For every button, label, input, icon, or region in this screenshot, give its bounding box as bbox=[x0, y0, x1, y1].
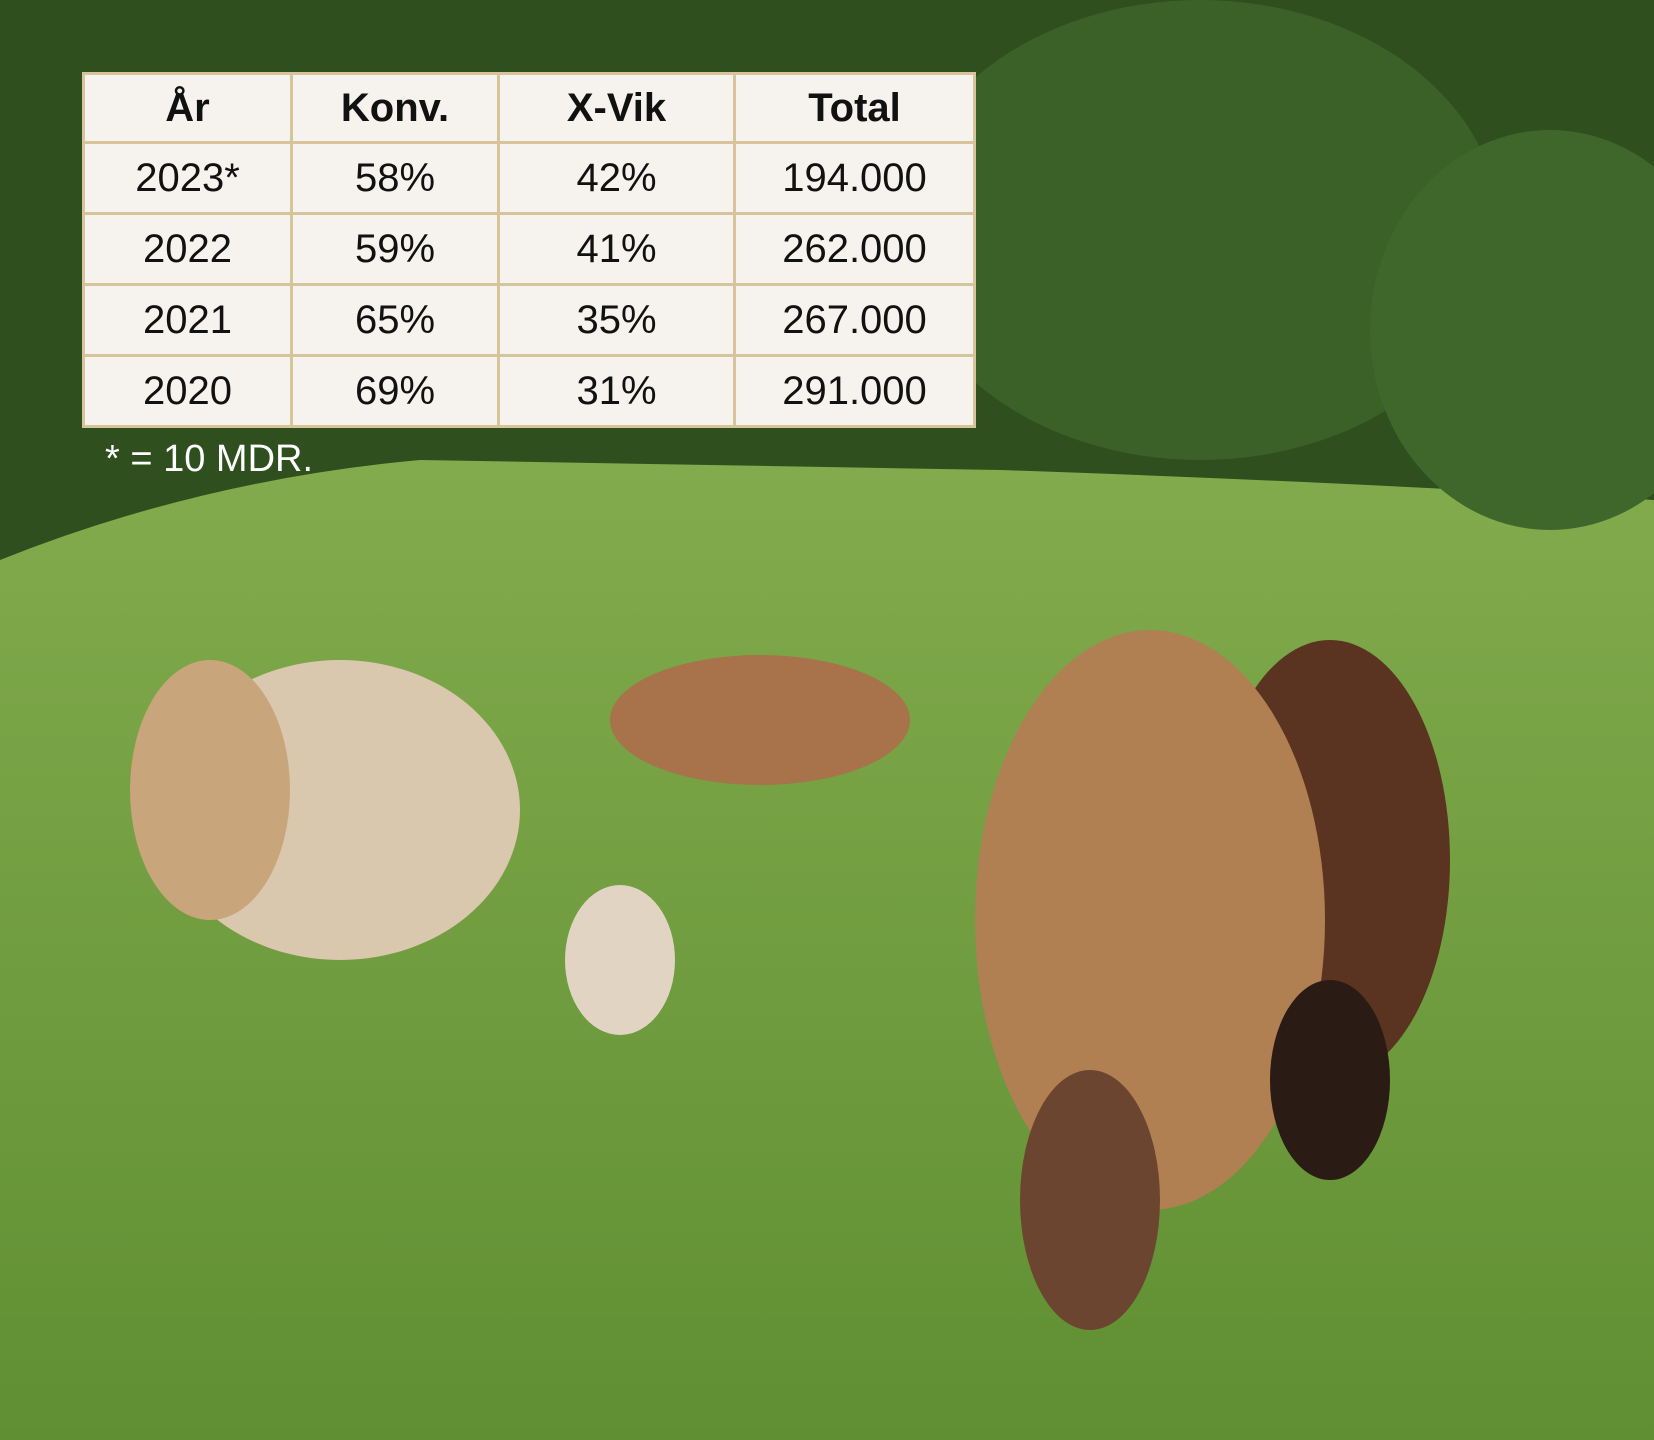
table-cell: 58% bbox=[290, 141, 500, 215]
header-cell: År bbox=[82, 72, 293, 144]
table-cell: 262.000 bbox=[733, 212, 976, 286]
table-cell: 65% bbox=[290, 283, 500, 357]
cow-head bbox=[565, 885, 675, 1035]
table-cell: 69% bbox=[290, 354, 500, 428]
tree bbox=[1370, 130, 1654, 530]
table-cell: 31% bbox=[497, 354, 736, 428]
table-row: 2020 69% 31% 291.000 bbox=[82, 354, 976, 428]
data-table: År Konv. X-Vik Total 2023* 58% 42% 194.000 2022… bbox=[82, 72, 976, 428]
table-cell: 291.000 bbox=[733, 354, 976, 428]
cow-head bbox=[1270, 980, 1390, 1180]
table-cell: 267.000 bbox=[733, 283, 976, 357]
table-row: 2023* 58% 42% 194.000 bbox=[82, 141, 976, 215]
header-row: År Konv. X-Vik Total bbox=[82, 72, 976, 144]
table-cell: 2022 bbox=[82, 212, 293, 286]
table-cell: 2020 bbox=[82, 354, 293, 428]
table-cell: 35% bbox=[497, 283, 736, 357]
table-row: 2022 59% 41% 262.000 bbox=[82, 212, 976, 286]
cow bbox=[975, 630, 1325, 1210]
table-cell: 59% bbox=[290, 212, 500, 286]
table-cell: 194.000 bbox=[733, 141, 976, 215]
header-cell: Total bbox=[733, 72, 976, 144]
cow bbox=[610, 655, 910, 785]
cow-head bbox=[1020, 1070, 1160, 1330]
tree bbox=[900, 0, 1500, 460]
table-cell: 2021 bbox=[82, 283, 293, 357]
table-cell: 42% bbox=[497, 141, 736, 215]
table-cell: 41% bbox=[497, 212, 736, 286]
header-cell: X-Vik bbox=[497, 72, 736, 144]
table-cell: 2023* bbox=[82, 141, 293, 215]
table-row: 2021 65% 35% 267.000 bbox=[82, 283, 976, 357]
footnote: * = 10 MDR. bbox=[105, 438, 314, 480]
cow bbox=[130, 660, 290, 920]
table-body: 2023* 58% 42% 194.000 2022 59% 41% 262.000 2021 6… bbox=[82, 141, 976, 428]
header-cell: Konv. bbox=[290, 72, 500, 144]
